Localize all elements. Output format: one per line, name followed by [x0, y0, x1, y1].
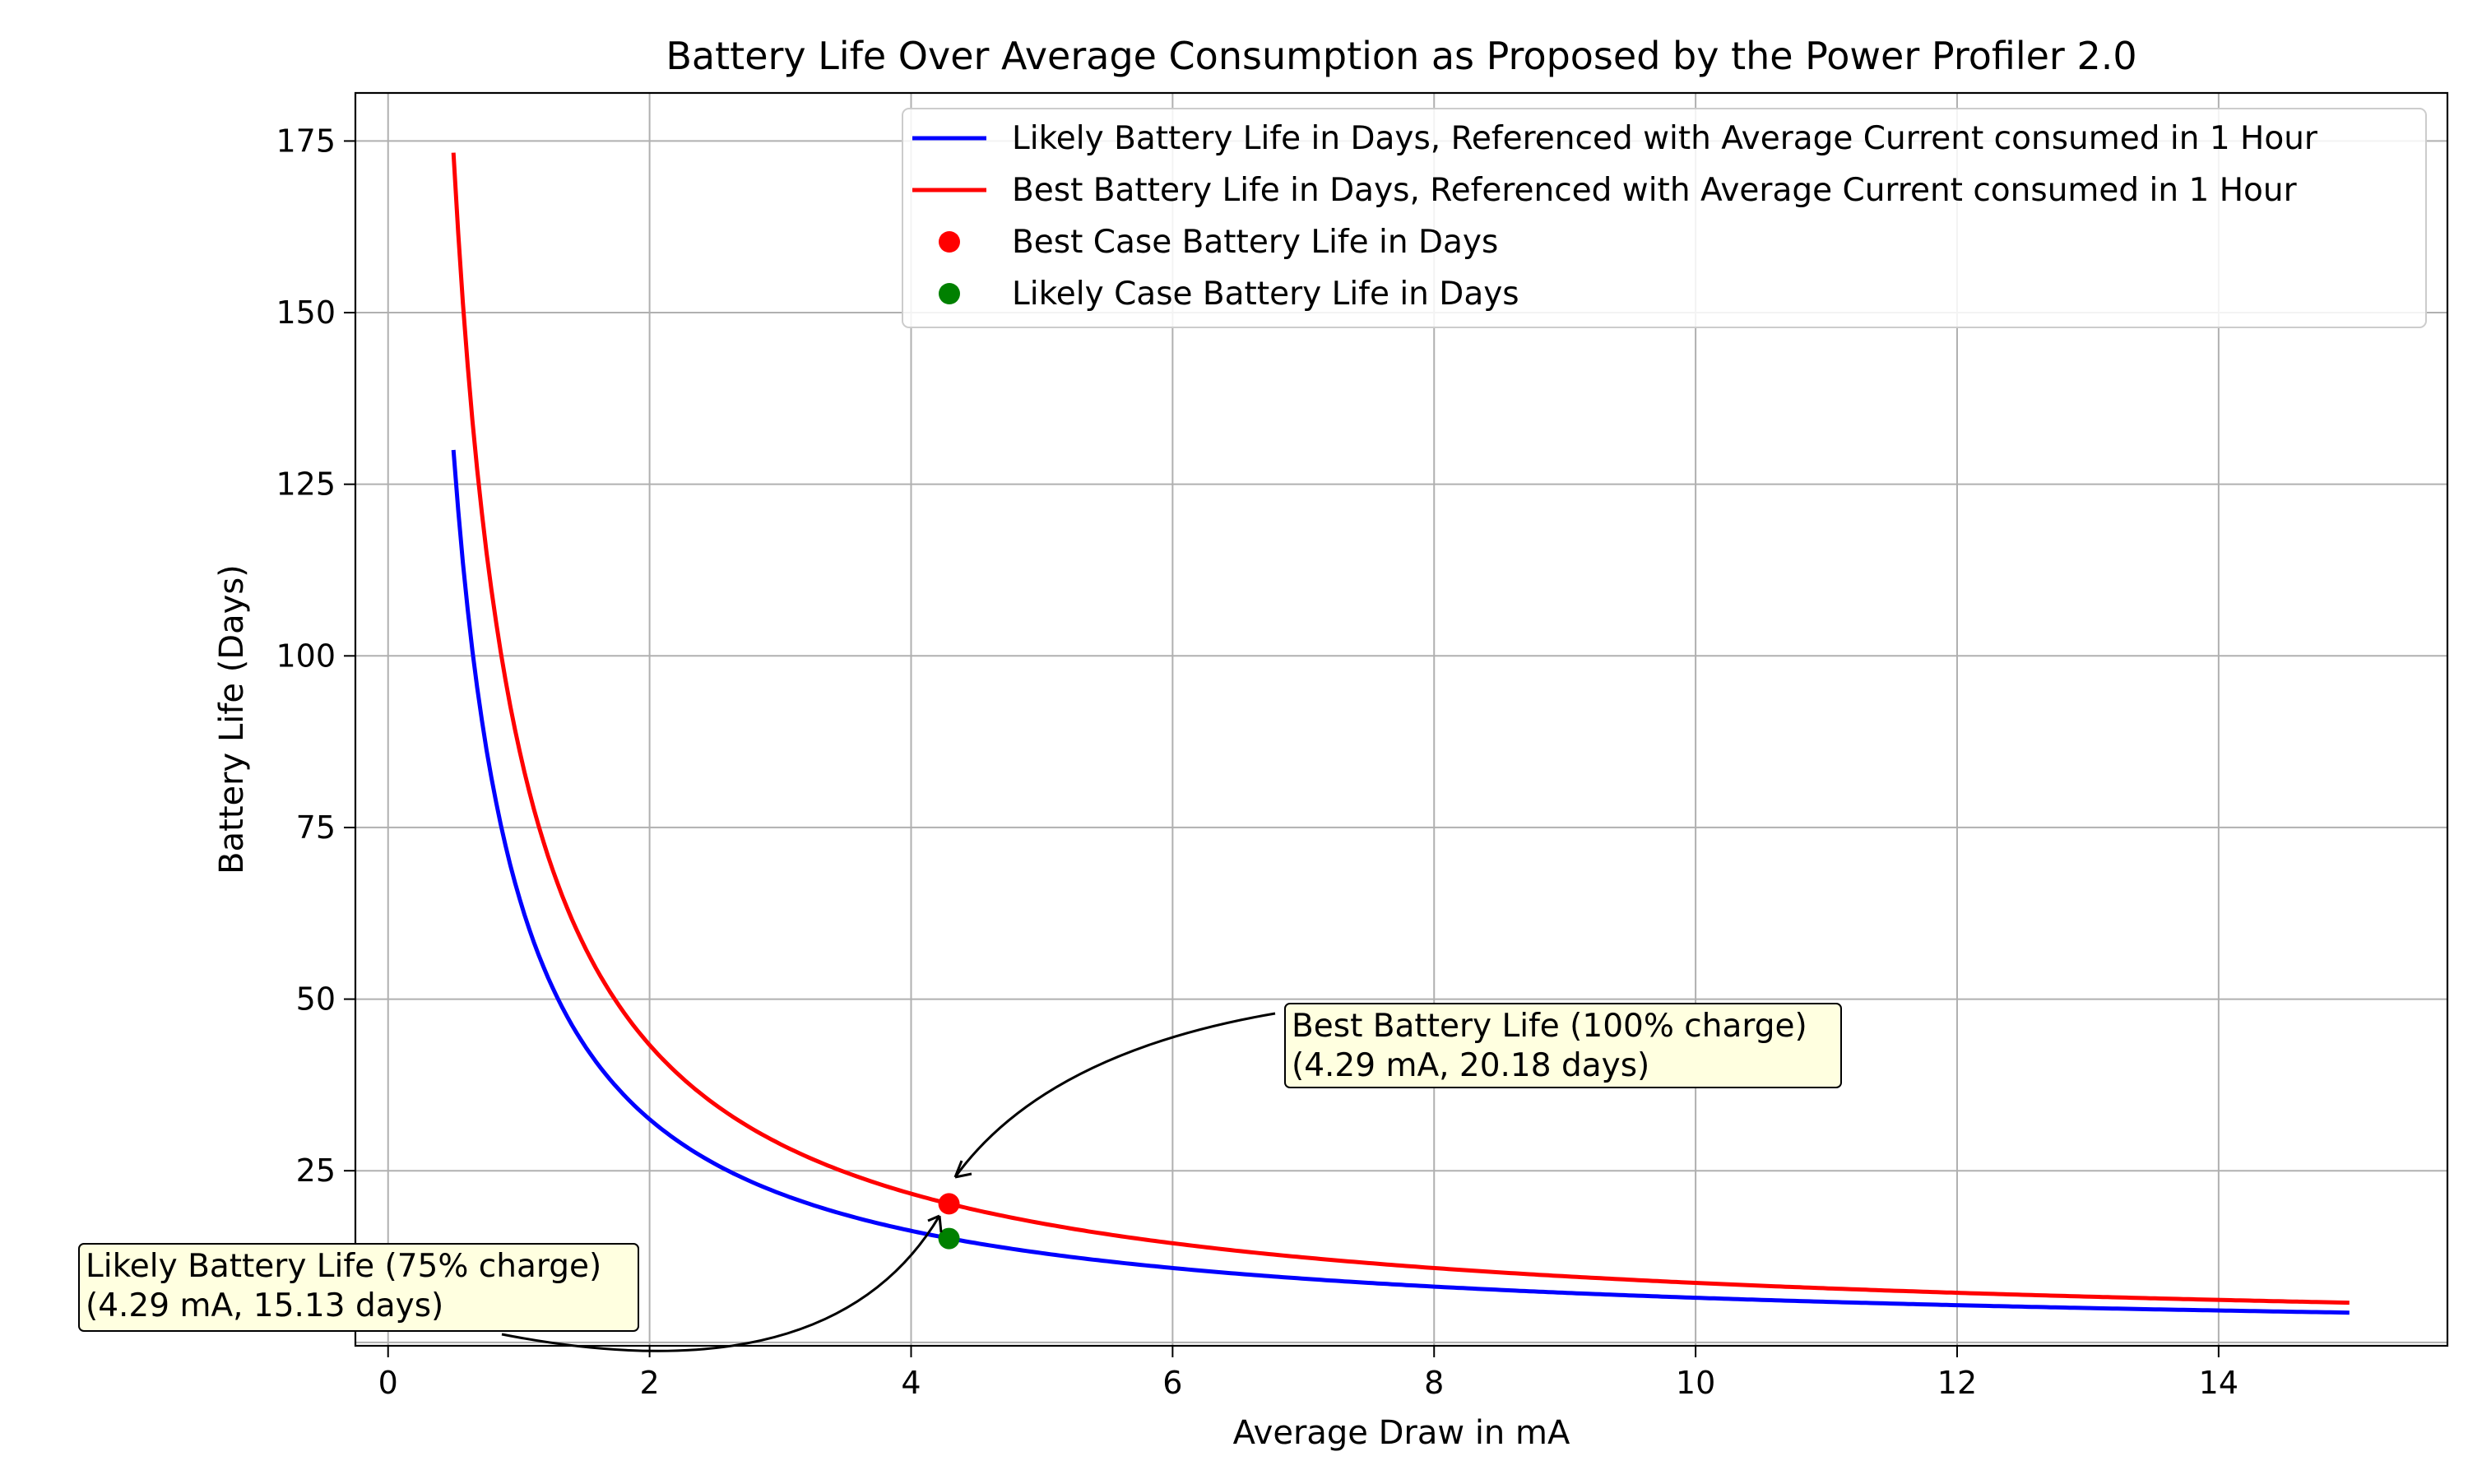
likely-annotation-arrow	[501, 1215, 941, 1352]
x-tick-label: 14	[2199, 1365, 2238, 1401]
best-annotation-arrow	[953, 1012, 1276, 1178]
best-annotation-arrowhead	[953, 1160, 972, 1179]
x-tick-label: 10	[1676, 1365, 1715, 1401]
y-tick-label: 125	[276, 466, 336, 503]
x-axis-label: Average Draw in mA	[1233, 1414, 1570, 1452]
likely-annotation: Likely Battery Life (75% charge)(4.29 mA…	[78, 1214, 943, 1352]
x-tick-label: 6	[1162, 1365, 1182, 1401]
y-axis-label: Battery Life (Days)	[213, 564, 251, 874]
best-case-point	[938, 1193, 960, 1215]
legend-entry-label: Likely Case Battery Life in Days	[1012, 276, 1519, 313]
likely-annotation-box	[78, 1243, 639, 1332]
legend-entry-label: Likely Battery Life in Days, Referenced …	[1012, 120, 2318, 157]
highlight-points	[938, 1193, 960, 1250]
axis-ticks: 0 2 4 6 8 10 12 14 25 50 75 100 125 150 175	[276, 123, 2238, 1401]
legend-entry-label: Best Battery Life in Days, Referenced wi…	[1012, 172, 2298, 209]
legend-dot-swatch-2	[939, 231, 960, 253]
annotations: Best Battery Life (100% charge)(4.29 mA,…	[78, 1003, 1842, 1352]
series-line-0	[451, 449, 2350, 1315]
best-annotation-box	[1284, 1003, 1842, 1088]
y-tick-label: 50	[296, 981, 336, 1018]
plot-frame	[354, 91, 2449, 1347]
y-tick-label: 175	[276, 123, 336, 159]
x-tick-label: 0	[378, 1365, 398, 1401]
y-tick-label: 75	[296, 809, 336, 846]
likely-annotation-arrowhead	[927, 1214, 943, 1233]
likely-annotation-text: (4.29 mA, 15.13 days)	[86, 1287, 443, 1324]
best-annotation-text: (4.29 mA, 20.18 days)	[1292, 1047, 1649, 1084]
y-tick-label: 100	[276, 638, 336, 674]
likely-case-point	[938, 1227, 960, 1250]
x-tick-label: 4	[901, 1365, 921, 1401]
series-line-1	[451, 152, 2350, 1305]
series-lines	[451, 152, 2350, 1315]
best-annotation-text: Best Battery Life (100% charge)	[1292, 1008, 1807, 1045]
legend: Likely Battery Life in Days, Referenced …	[902, 108, 2427, 328]
y-tick-label: 25	[296, 1152, 336, 1189]
legend-entry-label: Best Case Battery Life in Days	[1012, 224, 1498, 261]
legend-dot-swatch-3	[939, 283, 960, 304]
x-tick-label: 2	[640, 1365, 660, 1401]
x-tick-label: 12	[1937, 1365, 1977, 1401]
y-tick-label: 150	[276, 294, 336, 331]
best-annotation: Best Battery Life (100% charge)(4.29 mA,…	[953, 1003, 1842, 1179]
likely-annotation-text: Likely Battery Life (75% charge)	[86, 1248, 601, 1285]
chart-title: Battery Life Over Average Consumption as…	[666, 34, 2136, 78]
legend-box	[902, 108, 2427, 328]
x-tick-label: 8	[1424, 1365, 1444, 1401]
